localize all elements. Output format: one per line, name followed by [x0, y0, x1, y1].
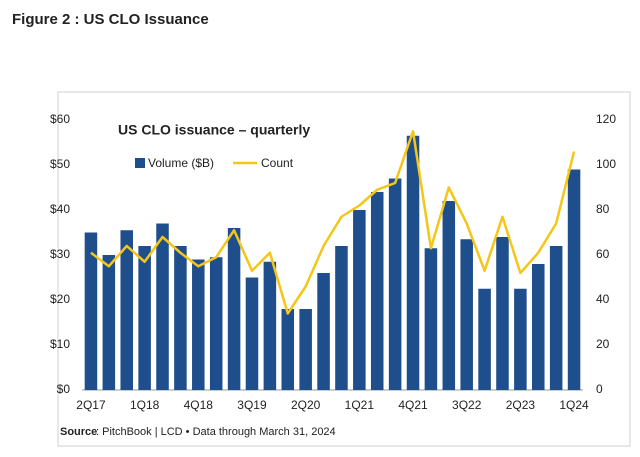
legend-label: Volume ($B) [148, 156, 214, 170]
x-tick-label: 2Q23 [506, 398, 536, 412]
bar [120, 230, 133, 390]
x-tick-label: 2Q17 [76, 398, 106, 412]
y2-tick-label: 120 [596, 112, 616, 126]
count-line [90, 130, 576, 315]
legend-label: Count [261, 156, 294, 170]
x-tick-label: 3Q22 [452, 398, 482, 412]
y2-tick-label: 20 [596, 337, 610, 351]
bar [335, 246, 348, 390]
y-tick-label: $30 [50, 247, 70, 261]
bar [192, 259, 205, 390]
bar [496, 237, 509, 390]
y-tick-label: $50 [50, 157, 70, 171]
legend-swatch [135, 158, 145, 168]
bar [532, 264, 545, 390]
bar [263, 261, 277, 390]
bar [460, 239, 473, 390]
bar [138, 246, 151, 390]
bar [424, 248, 438, 390]
y-tick-label: $10 [50, 337, 70, 351]
chart-title: US CLO issuance – quarterly [118, 122, 310, 138]
y-tick-label: $0 [57, 382, 71, 396]
y2-tick-label: 40 [596, 292, 610, 306]
bar [388, 178, 402, 390]
source: : PitchBook | LCD • Data through March 3… [96, 426, 336, 438]
bar [281, 309, 295, 390]
bar [245, 277, 259, 390]
y2-tick-label: 60 [596, 247, 610, 261]
bar [478, 288, 491, 390]
y2-tick-label: 0 [596, 382, 603, 396]
x-tick-label: 1Q21 [345, 398, 375, 412]
bar [370, 192, 384, 390]
x-tick-label: 4Q21 [398, 398, 428, 412]
bar [174, 246, 187, 390]
x-tick-label: 1Q18 [130, 398, 160, 412]
bar [406, 135, 420, 390]
bar [102, 255, 116, 390]
bar [549, 246, 563, 390]
bar [317, 273, 330, 390]
bar [442, 201, 456, 390]
y-tick-label: $60 [50, 112, 70, 126]
bar [209, 257, 223, 390]
bar [156, 223, 169, 390]
y-tick-label: $40 [50, 202, 70, 216]
bar [514, 288, 527, 390]
chart-frame [57, 91, 631, 447]
x-tick-label: 1Q24 [559, 398, 589, 412]
source-label: Source [60, 426, 97, 438]
page-title: Figure 2 : US CLO Issuance [12, 11, 209, 28]
x-tick-label: 2Q20 [291, 398, 321, 412]
x-tick-label: 3Q19 [237, 398, 267, 412]
y-tick-label: $20 [50, 292, 70, 306]
bar [299, 309, 312, 390]
x-tick-label: 4Q18 [184, 398, 214, 412]
y2-tick-label: 80 [596, 202, 610, 216]
bar [84, 232, 98, 390]
bar [567, 169, 581, 390]
bar [227, 228, 241, 390]
bar [353, 210, 366, 390]
y2-tick-label: 100 [596, 157, 616, 171]
